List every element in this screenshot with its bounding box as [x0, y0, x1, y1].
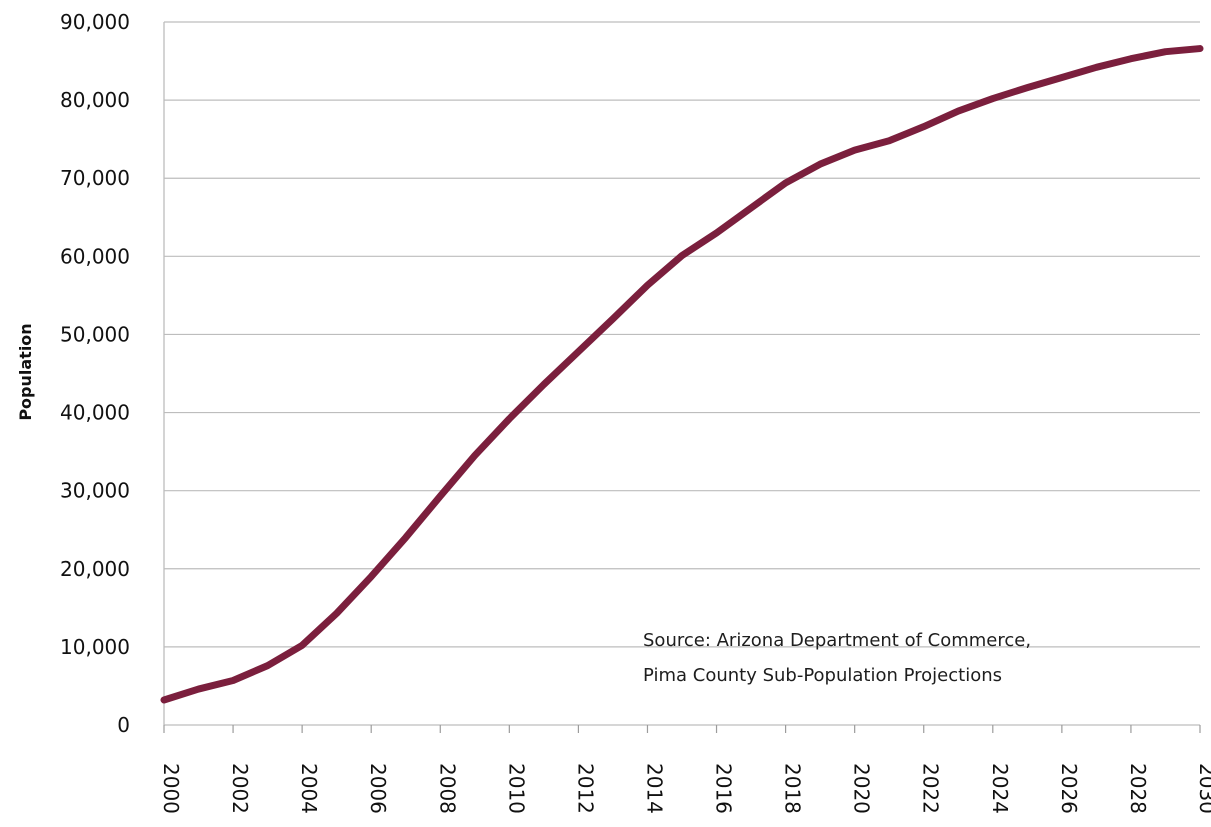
y-tick-label-10000: 10,000	[60, 635, 130, 659]
x-tick-label-2026: 2026	[1057, 763, 1081, 814]
x-tick-label-2010: 2010	[504, 763, 528, 814]
x-tick-label-2028: 2028	[1126, 763, 1150, 814]
x-tick-label-2004: 2004	[297, 763, 321, 814]
y-tick-label-50000: 50,000	[60, 322, 130, 346]
x-tick-label-2022: 2022	[919, 763, 943, 814]
x-tick-label-2020: 2020	[850, 763, 874, 814]
source-annotation-line-2: Pima County Sub-Population Projections	[643, 665, 1002, 686]
y-tick-label-70000: 70,000	[60, 166, 130, 190]
y-tick-label-30000: 30,000	[60, 479, 130, 503]
x-tick-label-2030: 2030	[1195, 763, 1211, 814]
y-tick-label-80000: 80,000	[60, 88, 130, 112]
x-tick-label-2002: 2002	[228, 763, 252, 814]
axes	[163, 22, 1201, 733]
y-tick-label-90000: 90,000	[60, 10, 130, 34]
x-tick-labels: 2000 2002 2004 2006 2008 2010 2012 2014 2016 2018…	[159, 763, 1211, 814]
series-group	[160, 45, 1204, 704]
gridlines	[164, 21, 1200, 648]
x-tick-label-2014: 2014	[642, 763, 666, 814]
x-tick-label-2006: 2006	[366, 763, 390, 814]
y-tick-label-20000: 20,000	[60, 557, 130, 581]
x-tick-label-2024: 2024	[988, 763, 1012, 814]
x-tick-label-2018: 2018	[781, 763, 805, 814]
x-tick-label-2016: 2016	[712, 763, 736, 814]
y-axis-label: Population	[16, 323, 35, 420]
y-tick-label-0: 0	[117, 713, 130, 737]
x-tick-label-2012: 2012	[573, 763, 597, 814]
series-line-0	[160, 45, 1204, 704]
source-annotation-line-1: Source: Arizona Department of Commerce,	[643, 630, 1031, 651]
x-tick-label-2008: 2008	[435, 763, 459, 814]
y-tick-label-40000: 40,000	[60, 401, 130, 425]
x-tick-label-2000: 2000	[159, 763, 183, 814]
y-tick-labels: 0 10,000 20,000 30,000 40,000 50,000 60,000 70,…	[60, 10, 130, 737]
y-tick-label-60000: 60,000	[60, 244, 130, 268]
